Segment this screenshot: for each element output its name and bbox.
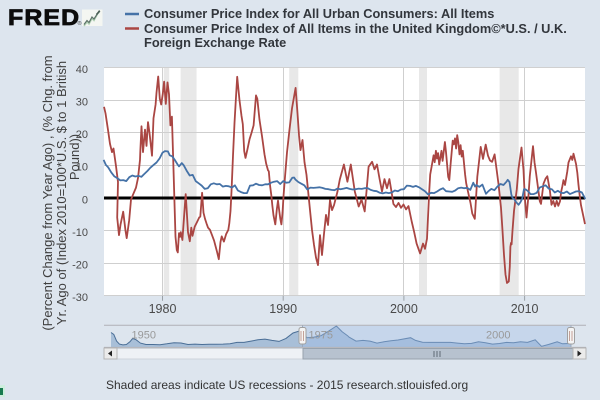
svg-text:0: 0	[82, 194, 88, 206]
svg-text:10: 10	[76, 162, 88, 174]
svg-text:30: 30	[76, 97, 88, 109]
svg-text:2000: 2000	[390, 302, 418, 316]
svg-text:-10: -10	[72, 227, 88, 239]
svg-text:20: 20	[76, 129, 88, 141]
svg-text:40: 40	[76, 64, 88, 76]
svg-text:-20: -20	[72, 259, 88, 271]
svg-text:1990: 1990	[269, 302, 297, 316]
svg-text:2010: 2010	[511, 302, 539, 316]
svg-text:-30: -30	[72, 292, 88, 304]
svg-text:1950: 1950	[132, 330, 156, 342]
svg-text:1975: 1975	[309, 330, 333, 342]
svg-text:1980: 1980	[149, 302, 177, 316]
svg-text:2000: 2000	[486, 330, 510, 342]
